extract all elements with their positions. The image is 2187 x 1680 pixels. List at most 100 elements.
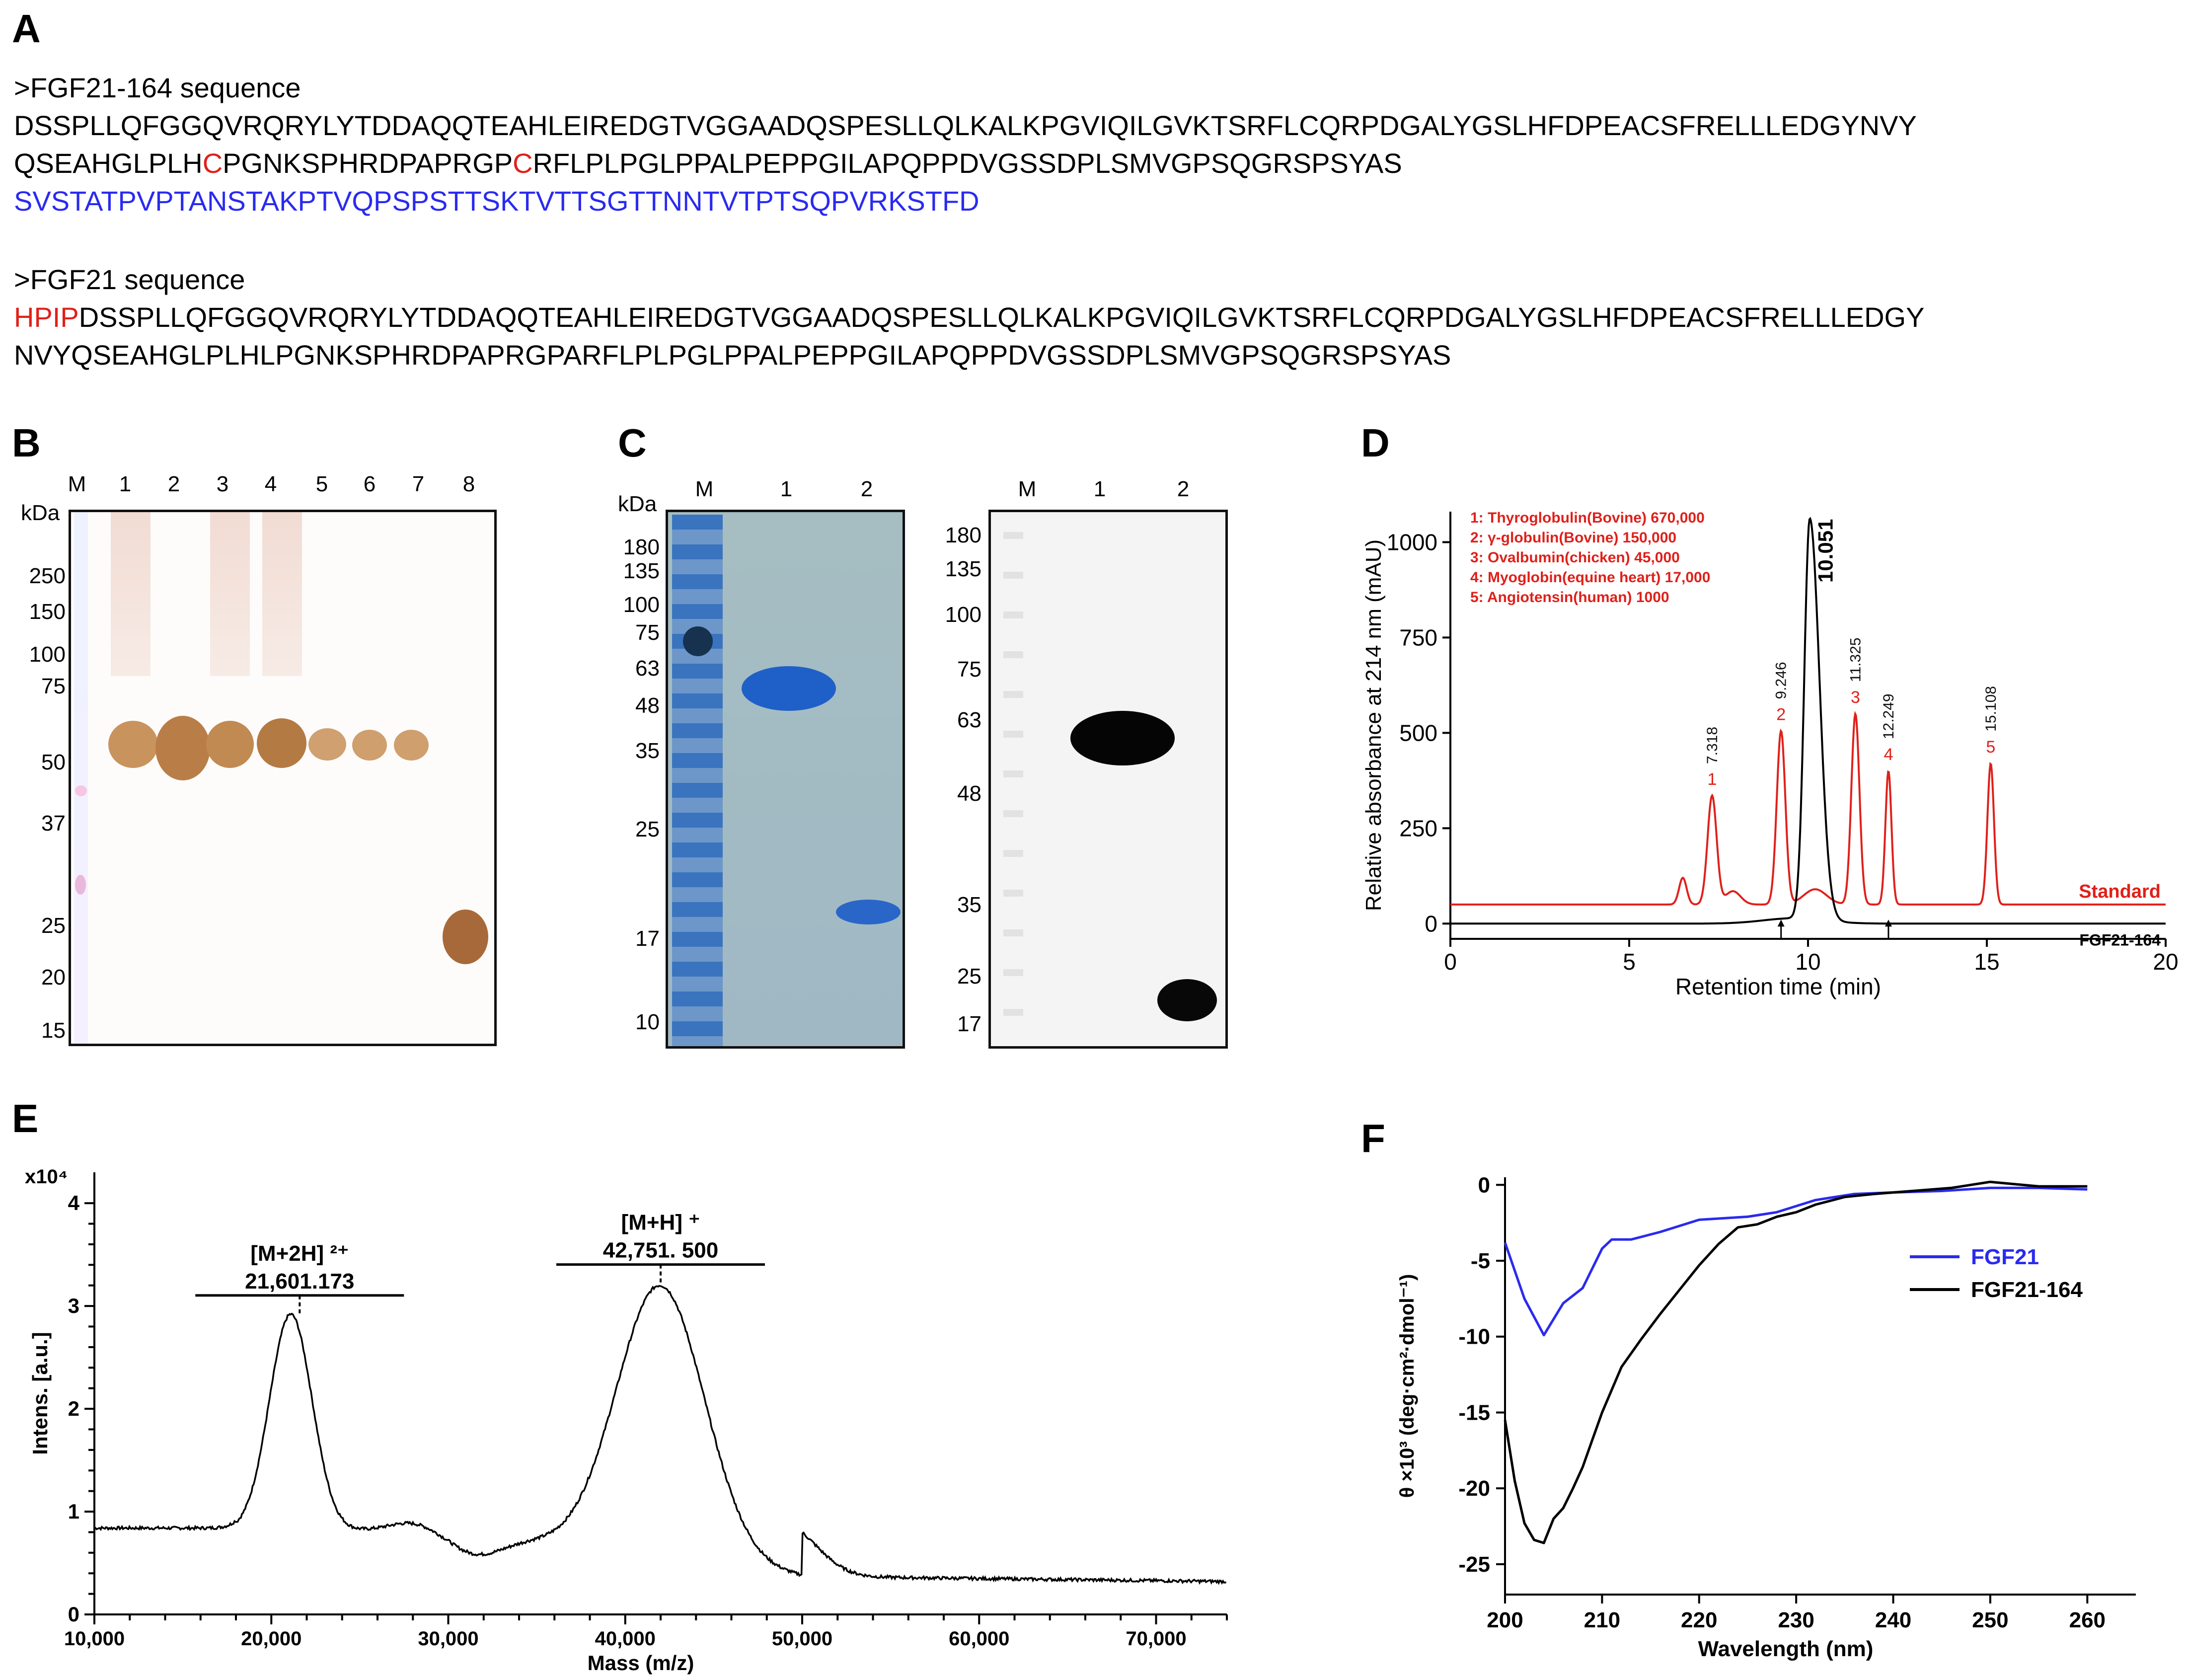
b-band-7: [394, 730, 429, 761]
panel-label-a: A: [12, 6, 41, 51]
b-kda-label: kDa: [21, 501, 60, 525]
d-series-fgf21-164: [1450, 517, 2166, 925]
e-y-tick-label: 1: [68, 1500, 79, 1523]
c-western-ladder: [1003, 532, 1023, 1039]
seq1-line1: DSSPLLQFGGQVRQRYLYTDDAQQTEAHLEIREDGTVGGA…: [14, 110, 1917, 141]
b-lane-label: 5: [315, 472, 328, 496]
c-ladder-lane: [672, 515, 723, 1046]
d-x-tick-label: 15: [1974, 949, 1999, 975]
d-x-tick-label: 0: [1444, 949, 1457, 975]
panel-label-d: D: [1361, 421, 1390, 465]
c-western-band-1: [1070, 711, 1175, 765]
c-western-marker-label: 63: [957, 708, 981, 732]
seq1-line2a: QSEAHGLPLH: [14, 148, 203, 179]
b-band-6: [352, 730, 387, 761]
seq1-line2e: RFLPLPGLPPALPEPPGILAPQPPDVGSSDPLSMVGPSQG…: [532, 148, 1402, 179]
e-x-tick-label: 40,000: [595, 1628, 656, 1650]
b-ladder-band-20: [75, 875, 86, 895]
e-multiplier: x10⁴: [25, 1166, 68, 1188]
b-smear-1: [111, 512, 151, 676]
b-band-1: [108, 721, 158, 768]
b-marker-label: 25: [41, 914, 66, 938]
f-series-fgf21-164: [1504, 1180, 2088, 1544]
c-western-band-2: [1157, 979, 1217, 1021]
d-y-tick-label: 500: [1399, 720, 1437, 746]
d-series-standard: [1450, 710, 2166, 906]
c-marker-label: 48: [635, 693, 660, 718]
c-western-marker-label: 135: [945, 557, 981, 581]
b-marker-label: 37: [41, 811, 66, 836]
c-lane-label: M: [695, 477, 714, 501]
e-x-tick-label: 10,000: [64, 1628, 125, 1650]
seq1-line3: SVSTATPVPTANSTAKPTVQPSPSTTSKTVTTSGTTNNTV…: [14, 185, 980, 217]
seq2-header: >FGF21 sequence: [14, 264, 245, 295]
f-legend-label: FGF21: [1971, 1245, 2039, 1269]
d-x-axis-title: Retention time (min): [1675, 974, 1881, 999]
d-x-tick-label: 20: [2153, 949, 2178, 975]
f-x-tick-label: 260: [2069, 1608, 2106, 1632]
b-ladder-lane: [74, 512, 88, 1044]
f-y-tick-label: -15: [1458, 1400, 1490, 1425]
f-x-tick-label: 210: [1584, 1608, 1620, 1632]
e-x-tick-label: 60,000: [949, 1628, 1009, 1650]
c-western-marker-label: 48: [957, 781, 981, 806]
seq1-line2c: PGNKSPHRDPAPRGP: [223, 148, 513, 179]
e-y-tick-label: 4: [68, 1191, 80, 1215]
c-western-marker-label: 180: [945, 523, 981, 547]
c-western-lane-label: 2: [1177, 477, 1190, 501]
b-band-5: [308, 728, 346, 761]
gel-c-western: [988, 510, 1228, 1049]
c-ladder-dark-band: [683, 626, 713, 656]
c-marker-label: 35: [635, 739, 660, 763]
b-marker-label: 15: [41, 1018, 66, 1043]
d-legend-entry: 2: γ-globulin(Bovine) 150,000: [1470, 530, 1676, 546]
b-marker-label: 250: [29, 564, 66, 588]
c-band-2: [836, 900, 901, 924]
c-western-marker-label: 35: [957, 893, 981, 917]
b-smear-4: [262, 512, 302, 676]
b-marker-label: 100: [29, 642, 66, 667]
d-legend-entry: 5: Angiotensin(human) 1000: [1470, 589, 1669, 606]
f-y-axis-title: θ ×10³ (deg·cm²·dmol⁻¹): [1396, 1274, 1418, 1498]
b-band-3: [206, 721, 254, 768]
d-x-tick-label: 10: [1795, 949, 1820, 975]
b-lane-label: 2: [167, 472, 180, 496]
b-lane-label: 1: [119, 472, 132, 496]
e-x-axis-title: Mass (m/z): [588, 1651, 694, 1675]
d-peak-number: 2: [1776, 705, 1786, 724]
f-y-tick-label: -5: [1471, 1249, 1490, 1273]
f-x-axis-title: Wavelength (nm): [1698, 1637, 1874, 1661]
e-y-tick-label: 3: [68, 1294, 79, 1317]
seq2-hpip: HPIP: [14, 302, 79, 333]
seq2-line1: HPIPDSSPLLQFGGQVRQRYLYTDDAQQTEAHLEIREDGT…: [14, 301, 1924, 333]
d-arrow-head: [1885, 919, 1892, 927]
f-x-tick-label: 250: [1972, 1608, 2008, 1632]
d-y-tick-label: 1000: [1387, 529, 1437, 555]
c-marker-label: 100: [623, 593, 660, 617]
d-series-label-standard: Standard: [2079, 881, 2161, 902]
c-lane-label: 1: [780, 477, 793, 501]
f-y-tick-label: -10: [1458, 1325, 1490, 1349]
e-peak-value: 42,751. 500: [603, 1238, 718, 1263]
e-y-axis-title: Intens. [a.u.]: [28, 1332, 52, 1454]
e-x-tick-label: 70,000: [1126, 1628, 1186, 1650]
e-peak-value: 21,601.173: [245, 1269, 354, 1294]
e-peak-ion: [M+2H] ²⁺: [250, 1241, 349, 1266]
d-y-tick-label: 750: [1399, 624, 1437, 650]
d-y-tick-label: 0: [1425, 911, 1437, 936]
b-marker-label: 150: [29, 600, 66, 624]
c-marker-label: 25: [635, 817, 660, 841]
f-y-tick-label: -25: [1458, 1552, 1490, 1577]
d-y-tick-label: 250: [1399, 815, 1437, 841]
d-legend-entry: 1: Thyroglobulin(Bovine) 670,000: [1470, 510, 1705, 526]
c-marker-label: 63: [635, 656, 660, 681]
c-marker-label: 75: [635, 620, 660, 645]
b-smear-3: [210, 512, 250, 676]
d-peak-number: 4: [1884, 745, 1893, 764]
b-band-8: [443, 910, 488, 964]
d-y-axis-title: Relative absorbance at 214 nm (mAU): [1361, 539, 1386, 911]
panel-label-f: F: [1361, 1116, 1385, 1160]
d-peak-time-label: 12.249: [1881, 693, 1897, 739]
gel-c-coomassie: [666, 510, 905, 1049]
